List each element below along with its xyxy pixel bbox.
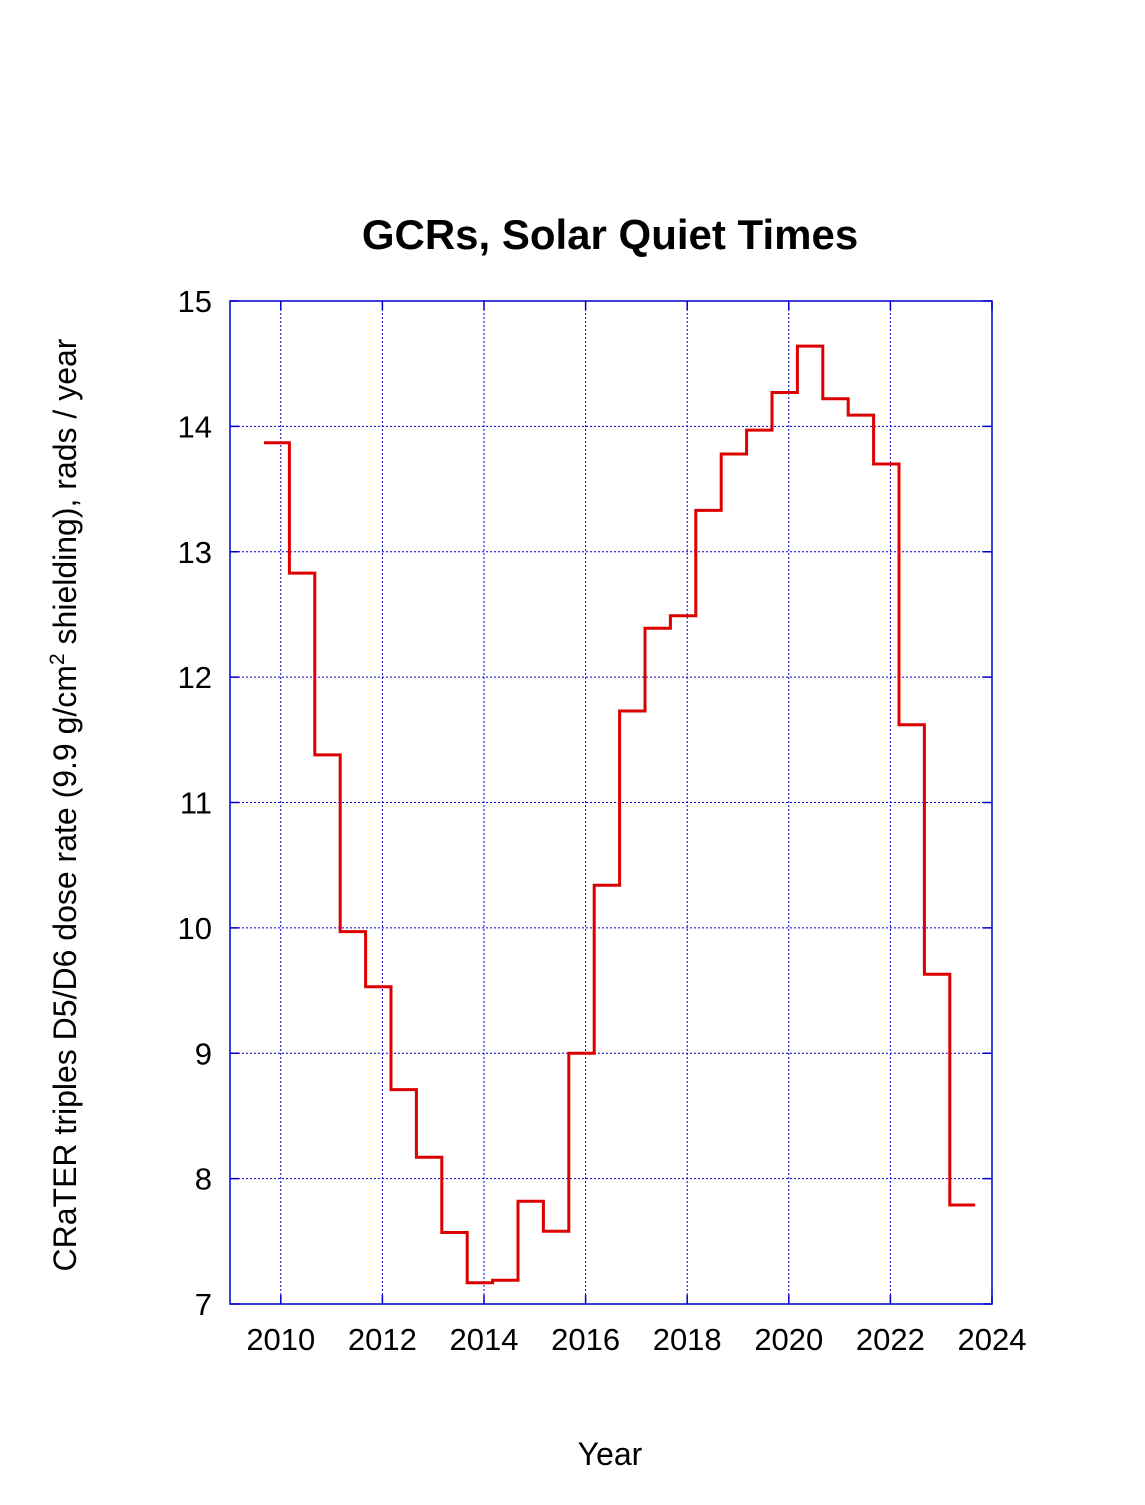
chart-title: GCRs, Solar Quiet Times xyxy=(362,211,858,258)
series-step-line xyxy=(264,344,976,1285)
y-tick-label: 13 xyxy=(178,535,212,570)
y-axis-title-rest: shielding), rads / year xyxy=(47,338,83,653)
y-tick-label: 12 xyxy=(178,660,212,695)
data-layer xyxy=(264,344,976,1285)
x-tick-label: 2022 xyxy=(856,1322,925,1357)
y-tick-label: 8 xyxy=(195,1162,212,1197)
y-tick-label: 7 xyxy=(195,1287,212,1322)
y-tick-label: 11 xyxy=(180,786,212,821)
y-axis-title: CRaTER triples D5/D6 dose rate (9.9 g/cm… xyxy=(46,338,83,1271)
x-tick-label: 2020 xyxy=(754,1322,823,1357)
x-axis-title: Year xyxy=(578,1436,643,1472)
y-tick-label: 15 xyxy=(178,284,212,319)
y-axis-title-main: CRaTER triples D5/D6 dose rate (9.9 g/cm xyxy=(47,665,83,1271)
grid xyxy=(230,301,992,1304)
y-tick-label: 10 xyxy=(178,911,212,946)
x-tick-label: 2010 xyxy=(246,1322,315,1357)
axis-ticks: 7 8 9 10 11 12 13 14 15 2010 2012 2014 2016 2018 2020 2… xyxy=(178,284,1027,1357)
x-tick-label: 2018 xyxy=(653,1322,722,1357)
x-tick-label: 2012 xyxy=(348,1322,417,1357)
y-tick-label: 9 xyxy=(195,1036,212,1071)
x-tick-label: 2014 xyxy=(450,1322,519,1357)
y-tick-label: 14 xyxy=(178,409,212,444)
x-tick-label: 2016 xyxy=(551,1322,620,1357)
y-axis-title-superscript: 2 xyxy=(46,653,69,665)
x-tick-label: 2024 xyxy=(958,1322,1027,1357)
